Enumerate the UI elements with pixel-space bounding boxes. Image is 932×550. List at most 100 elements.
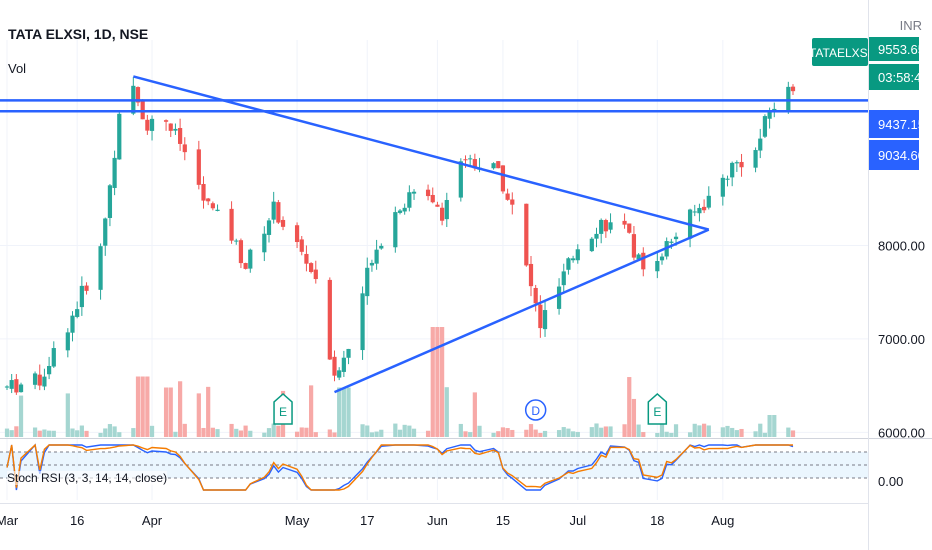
volume-bar xyxy=(659,423,665,437)
volume-bar xyxy=(692,423,697,437)
volume-bar xyxy=(173,431,178,437)
volume-bar xyxy=(440,327,445,437)
price-badge-bg xyxy=(869,37,919,61)
candle-body xyxy=(730,162,735,178)
candle-body xyxy=(65,332,70,351)
stoch-rsi-label[interactable]: Stoch RSI (3, 3, 14, 14, close) xyxy=(7,471,168,485)
candle-body xyxy=(9,380,14,389)
volume-bar xyxy=(51,430,56,437)
volume-bar xyxy=(687,432,693,437)
earnings-shape xyxy=(273,392,293,425)
candle-body xyxy=(463,159,468,161)
candle-body xyxy=(271,201,276,220)
volume-bar xyxy=(599,427,604,437)
volume-bar xyxy=(266,428,272,437)
time-tick-label: Jul xyxy=(569,513,586,528)
candle-body xyxy=(103,218,108,246)
earnings-shape xyxy=(647,392,668,425)
volume-bar xyxy=(397,429,403,437)
volume-bar xyxy=(243,425,248,437)
volume-bar xyxy=(571,431,576,437)
volume-bar xyxy=(402,424,407,437)
price-badge-text: 9437.15 xyxy=(878,117,925,132)
candle-body xyxy=(243,263,248,269)
candle-body xyxy=(145,119,150,131)
price-badge-text: 03:58:45 xyxy=(878,70,929,85)
volume-bar xyxy=(332,432,337,437)
volume-bar xyxy=(603,426,608,437)
volume-bar xyxy=(168,387,173,437)
volume-bar xyxy=(98,432,103,437)
volume-bar xyxy=(210,427,215,437)
volume-bar xyxy=(767,415,772,437)
volume-bar xyxy=(411,428,417,437)
volume-bar xyxy=(435,327,440,437)
volume-bar xyxy=(196,393,201,437)
volume-label: Vol xyxy=(8,61,27,76)
volume-bar xyxy=(458,423,463,437)
candle-body xyxy=(697,207,702,214)
candle-body xyxy=(440,207,445,221)
volume-bar xyxy=(112,426,117,437)
candle-body xyxy=(622,220,627,225)
candle-body xyxy=(641,252,646,270)
candle-body xyxy=(248,249,253,269)
candle-body xyxy=(210,203,215,209)
volume-bar xyxy=(309,385,314,437)
dividend-marker: D xyxy=(524,399,547,421)
volume-bar xyxy=(346,387,351,437)
candle-body xyxy=(636,254,641,260)
volume-bar xyxy=(622,424,627,437)
candle-body xyxy=(201,183,206,201)
volume-bar xyxy=(472,392,477,437)
candle-body xyxy=(98,246,103,290)
volume-bar xyxy=(229,423,234,437)
candle-body xyxy=(435,204,440,207)
volume-bar xyxy=(32,427,38,437)
candle-body xyxy=(182,144,187,153)
candle-body xyxy=(332,356,337,376)
candle-body xyxy=(542,310,548,330)
candle-body xyxy=(365,267,370,297)
candle-body xyxy=(327,279,332,360)
volume-bar xyxy=(566,428,571,437)
volume-bar xyxy=(271,423,276,437)
volume-bar xyxy=(538,432,543,437)
candle-body xyxy=(280,219,286,227)
candle-body xyxy=(753,150,758,168)
volume-bar xyxy=(762,432,768,437)
volume-bar xyxy=(655,432,660,437)
candle-body xyxy=(341,357,346,372)
candle-body xyxy=(468,158,473,160)
time-tick-label: 15 xyxy=(496,513,510,528)
earnings-letter: E xyxy=(653,405,661,419)
volume-bar xyxy=(636,424,641,437)
candle-body xyxy=(702,206,707,211)
volume-bar xyxy=(463,431,468,437)
volume-bar xyxy=(341,387,346,437)
candle-body xyxy=(337,370,342,378)
earnings-letter: E xyxy=(279,405,287,419)
candle-body xyxy=(627,223,632,233)
volume-bar xyxy=(505,428,510,437)
candle-body xyxy=(42,376,47,387)
price-badge: 9437.15 xyxy=(869,110,925,138)
volume-bar xyxy=(430,327,435,437)
earnings-marker: E xyxy=(647,392,668,425)
volume-bar xyxy=(772,415,777,437)
volume-bar xyxy=(337,387,342,437)
volume-bar xyxy=(360,424,365,437)
price-badge-text: 9034.60 xyxy=(878,148,925,163)
volume-bar xyxy=(131,428,136,437)
candle-body xyxy=(725,178,730,180)
volume-bar xyxy=(739,428,744,437)
volume-bar xyxy=(70,428,75,437)
volume-bar xyxy=(4,428,10,437)
candle-body xyxy=(739,161,744,168)
volume-bar xyxy=(575,431,580,437)
volume-bar xyxy=(262,432,267,437)
candle-body xyxy=(112,157,117,188)
candle-body xyxy=(631,234,637,258)
